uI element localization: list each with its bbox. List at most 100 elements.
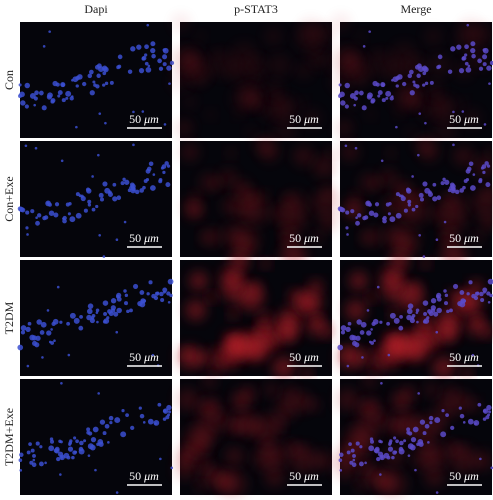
nucleus: [349, 334, 356, 341]
nucleus: [91, 175, 94, 178]
nucleus: [376, 457, 381, 462]
nucleus: [50, 439, 55, 444]
panel-background: [20, 260, 172, 376]
nucleus: [89, 317, 95, 324]
nucleus: [155, 291, 160, 295]
nucleus: [147, 64, 151, 68]
stain-glow: [283, 192, 307, 215]
nucleus: [437, 64, 442, 69]
nucleus: [485, 182, 491, 188]
nucleus: [407, 431, 413, 436]
stain-glow: [232, 394, 246, 409]
nucleus: [456, 44, 462, 50]
nucleus: [57, 451, 64, 457]
nucleus: [110, 305, 116, 311]
nucleus: [67, 353, 71, 357]
stain-glow: [336, 388, 360, 411]
nucleus: [393, 436, 397, 440]
nucleus: [444, 301, 449, 306]
nucleus: [85, 187, 91, 192]
nucleus: [112, 182, 117, 187]
nucleus: [344, 104, 349, 109]
nucleus: [99, 419, 106, 425]
stain-glow: [323, 186, 337, 200]
nucleus: [462, 421, 466, 424]
nucleus: [24, 82, 31, 89]
stain-glow: [423, 26, 443, 46]
nucleus: [489, 60, 493, 66]
nucleus: [139, 413, 145, 419]
nucleus: [350, 448, 355, 453]
panel-background: [20, 22, 172, 138]
nucleus: [403, 439, 407, 443]
nucleus: [60, 159, 64, 163]
nucleus: [78, 325, 84, 331]
nucleus: [399, 440, 404, 446]
nucleus: [360, 321, 367, 328]
nucleus: [35, 220, 40, 226]
nucleus: [92, 80, 96, 84]
nucleus: [344, 144, 348, 148]
nucleus: [79, 314, 83, 319]
nucleus: [166, 291, 171, 296]
nucleus: [24, 104, 29, 109]
stain-glow: [312, 451, 333, 471]
panel-content: [337, 251, 493, 379]
nucleus: [346, 450, 351, 455]
nucleus: [73, 436, 77, 440]
nucleus: [157, 402, 162, 407]
stain-glow: [343, 196, 362, 216]
nucleus: [378, 439, 382, 443]
row-label: Con: [2, 70, 16, 90]
nucleus: [44, 461, 47, 465]
stain-glow: [220, 470, 247, 498]
nucleus: [139, 290, 145, 295]
nucleus: [41, 356, 44, 359]
nucleus: [122, 177, 126, 182]
nucleus: [340, 100, 346, 106]
nucleus: [482, 48, 487, 52]
stain-glow: [194, 481, 205, 492]
nucleus: [475, 291, 480, 295]
stain-glow: [467, 398, 480, 412]
nucleus: [435, 330, 439, 334]
nucleus: [147, 418, 154, 425]
nucleus: [442, 177, 446, 182]
scale-value: 50: [289, 350, 301, 364]
stain-glow: [462, 108, 482, 128]
nucleus: [39, 330, 45, 335]
nucleus: [113, 311, 119, 317]
nucleus: [377, 451, 384, 457]
micrograph-panel: 50 μm: [335, 374, 493, 498]
nucleus: [386, 321, 391, 326]
nucleus: [400, 195, 406, 202]
nucleus: [389, 216, 396, 223]
nucleus: [432, 182, 437, 187]
nucleus: [339, 452, 344, 458]
nucleus: [424, 121, 427, 125]
stain-glow: [211, 360, 224, 373]
nucleus: [124, 293, 129, 298]
nucleus: [352, 458, 356, 462]
nucleus: [18, 83, 22, 87]
nucleus: [57, 94, 61, 98]
nucleus: [167, 413, 171, 417]
nucleus: [39, 445, 43, 449]
nucleus: [373, 448, 379, 453]
nucleus: [468, 161, 474, 167]
nucleus: [482, 287, 488, 293]
nucleus: [430, 305, 436, 311]
nucleus: [487, 301, 491, 304]
nucleus: [471, 293, 476, 299]
stain-glow: [231, 409, 257, 435]
scale-bar-label: 50 μm: [449, 469, 479, 483]
nucleus: [30, 448, 35, 453]
scale-unit: μm: [303, 469, 319, 483]
scale-bar-label: 50 μm: [449, 350, 479, 364]
nucleus: [48, 30, 51, 33]
nucleus: [392, 76, 399, 83]
stain-glow: [472, 232, 483, 243]
nucleus: [444, 179, 450, 185]
nucleus: [415, 204, 419, 209]
nucleus: [488, 410, 492, 414]
